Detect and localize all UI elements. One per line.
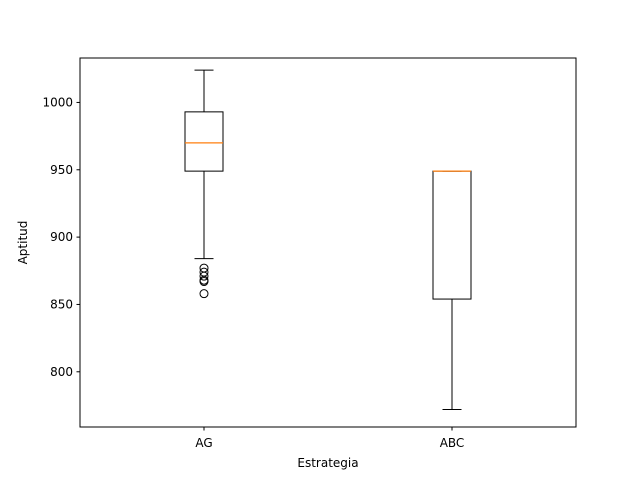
boxes-layer [184,69,472,410]
y-tick-label: 950 [50,163,73,177]
y-axis: 800 850 900 950 1000 [42,95,80,379]
x-tick-label: AG [195,436,212,450]
x-axis: AG ABC [195,427,464,450]
y-tick-label: 1000 [42,95,73,109]
iqr-box [184,111,224,172]
y-tick-label: 850 [50,297,73,311]
y-axis-title: Aptitud [16,221,30,265]
outlier-point [199,289,209,299]
x-axis-title: Estrategia [297,456,358,470]
box-abc [432,170,472,410]
box-ag [184,69,224,299]
y-tick-label: 900 [50,230,73,244]
y-tick-label: 800 [50,365,73,379]
outlier-point [199,267,209,277]
outlier-point [199,263,209,273]
plot-area-frame [79,57,577,428]
x-tick-label: ABC [440,436,465,450]
